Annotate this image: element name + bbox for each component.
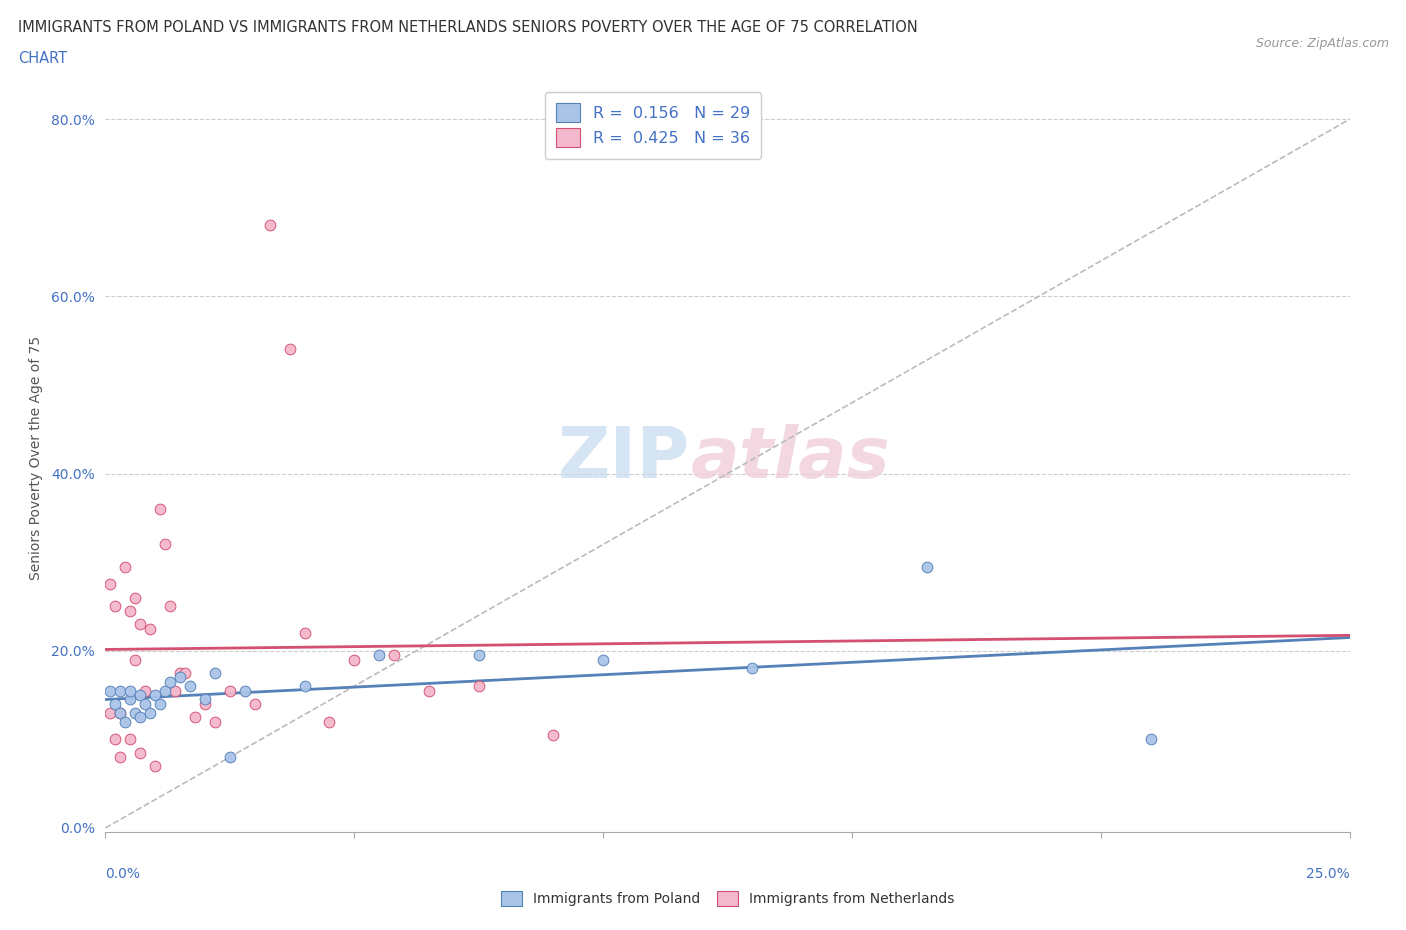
Point: [184, 710, 207, 724]
Point: [159, 674, 181, 689]
Text: 0.0%: 0.0%: [105, 867, 141, 882]
Point: [194, 692, 217, 707]
Point: [165, 684, 187, 698]
Point: [110, 705, 132, 720]
Point: [124, 705, 146, 720]
Point: [179, 679, 201, 694]
Point: [110, 750, 132, 764]
Point: [294, 679, 316, 694]
Point: [233, 684, 256, 698]
Text: Source: ZipAtlas.com: Source: ZipAtlas.com: [1256, 37, 1389, 50]
Legend: Immigrants from Poland, Immigrants from Netherlands: Immigrants from Poland, Immigrants from …: [495, 885, 960, 911]
Point: [467, 647, 489, 662]
Point: [139, 621, 162, 636]
Point: [278, 342, 301, 357]
Point: [382, 647, 405, 662]
Point: [104, 599, 127, 614]
Point: [100, 705, 122, 720]
Point: [741, 661, 763, 676]
Point: [100, 577, 122, 591]
Point: [114, 559, 136, 574]
Point: [134, 697, 156, 711]
Point: [915, 559, 938, 574]
Text: atlas: atlas: [690, 423, 890, 493]
Text: CHART: CHART: [18, 51, 67, 66]
Point: [110, 705, 132, 720]
Point: [129, 617, 152, 631]
Text: IMMIGRANTS FROM POLAND VS IMMIGRANTS FROM NETHERLANDS SENIORS POVERTY OVER THE A: IMMIGRANTS FROM POLAND VS IMMIGRANTS FRO…: [18, 20, 918, 35]
Point: [259, 218, 281, 232]
Text: ZIP: ZIP: [558, 423, 690, 493]
Y-axis label: Seniors Poverty Over the Age of 75: Seniors Poverty Over the Age of 75: [30, 336, 42, 580]
Point: [368, 647, 391, 662]
Point: [174, 666, 197, 681]
Point: [543, 727, 565, 742]
Point: [219, 750, 242, 764]
Point: [592, 652, 614, 667]
Point: [129, 745, 152, 760]
Point: [343, 652, 366, 667]
Point: [153, 537, 176, 551]
Point: [134, 684, 156, 698]
Point: [110, 684, 132, 698]
Point: [129, 710, 152, 724]
Point: [1139, 732, 1161, 747]
Point: [243, 697, 266, 711]
Point: [219, 684, 242, 698]
Point: [204, 714, 226, 729]
Point: [294, 626, 316, 641]
Point: [100, 684, 122, 698]
Text: 25.0%: 25.0%: [1306, 867, 1350, 882]
Point: [149, 697, 172, 711]
Point: [143, 687, 166, 702]
Point: [169, 666, 191, 681]
Point: [104, 697, 127, 711]
Point: [153, 684, 176, 698]
Point: [139, 705, 162, 720]
Point: [124, 652, 146, 667]
Point: [159, 599, 181, 614]
Point: [120, 732, 142, 747]
Point: [467, 679, 489, 694]
Point: [120, 692, 142, 707]
Point: [104, 732, 127, 747]
Point: [129, 687, 152, 702]
Point: [124, 591, 146, 605]
Point: [143, 759, 166, 774]
Point: [318, 714, 340, 729]
Point: [114, 714, 136, 729]
Point: [149, 501, 172, 516]
Point: [194, 697, 217, 711]
Point: [204, 666, 226, 681]
Point: [418, 684, 440, 698]
Point: [120, 604, 142, 618]
Point: [120, 684, 142, 698]
Point: [169, 670, 191, 684]
